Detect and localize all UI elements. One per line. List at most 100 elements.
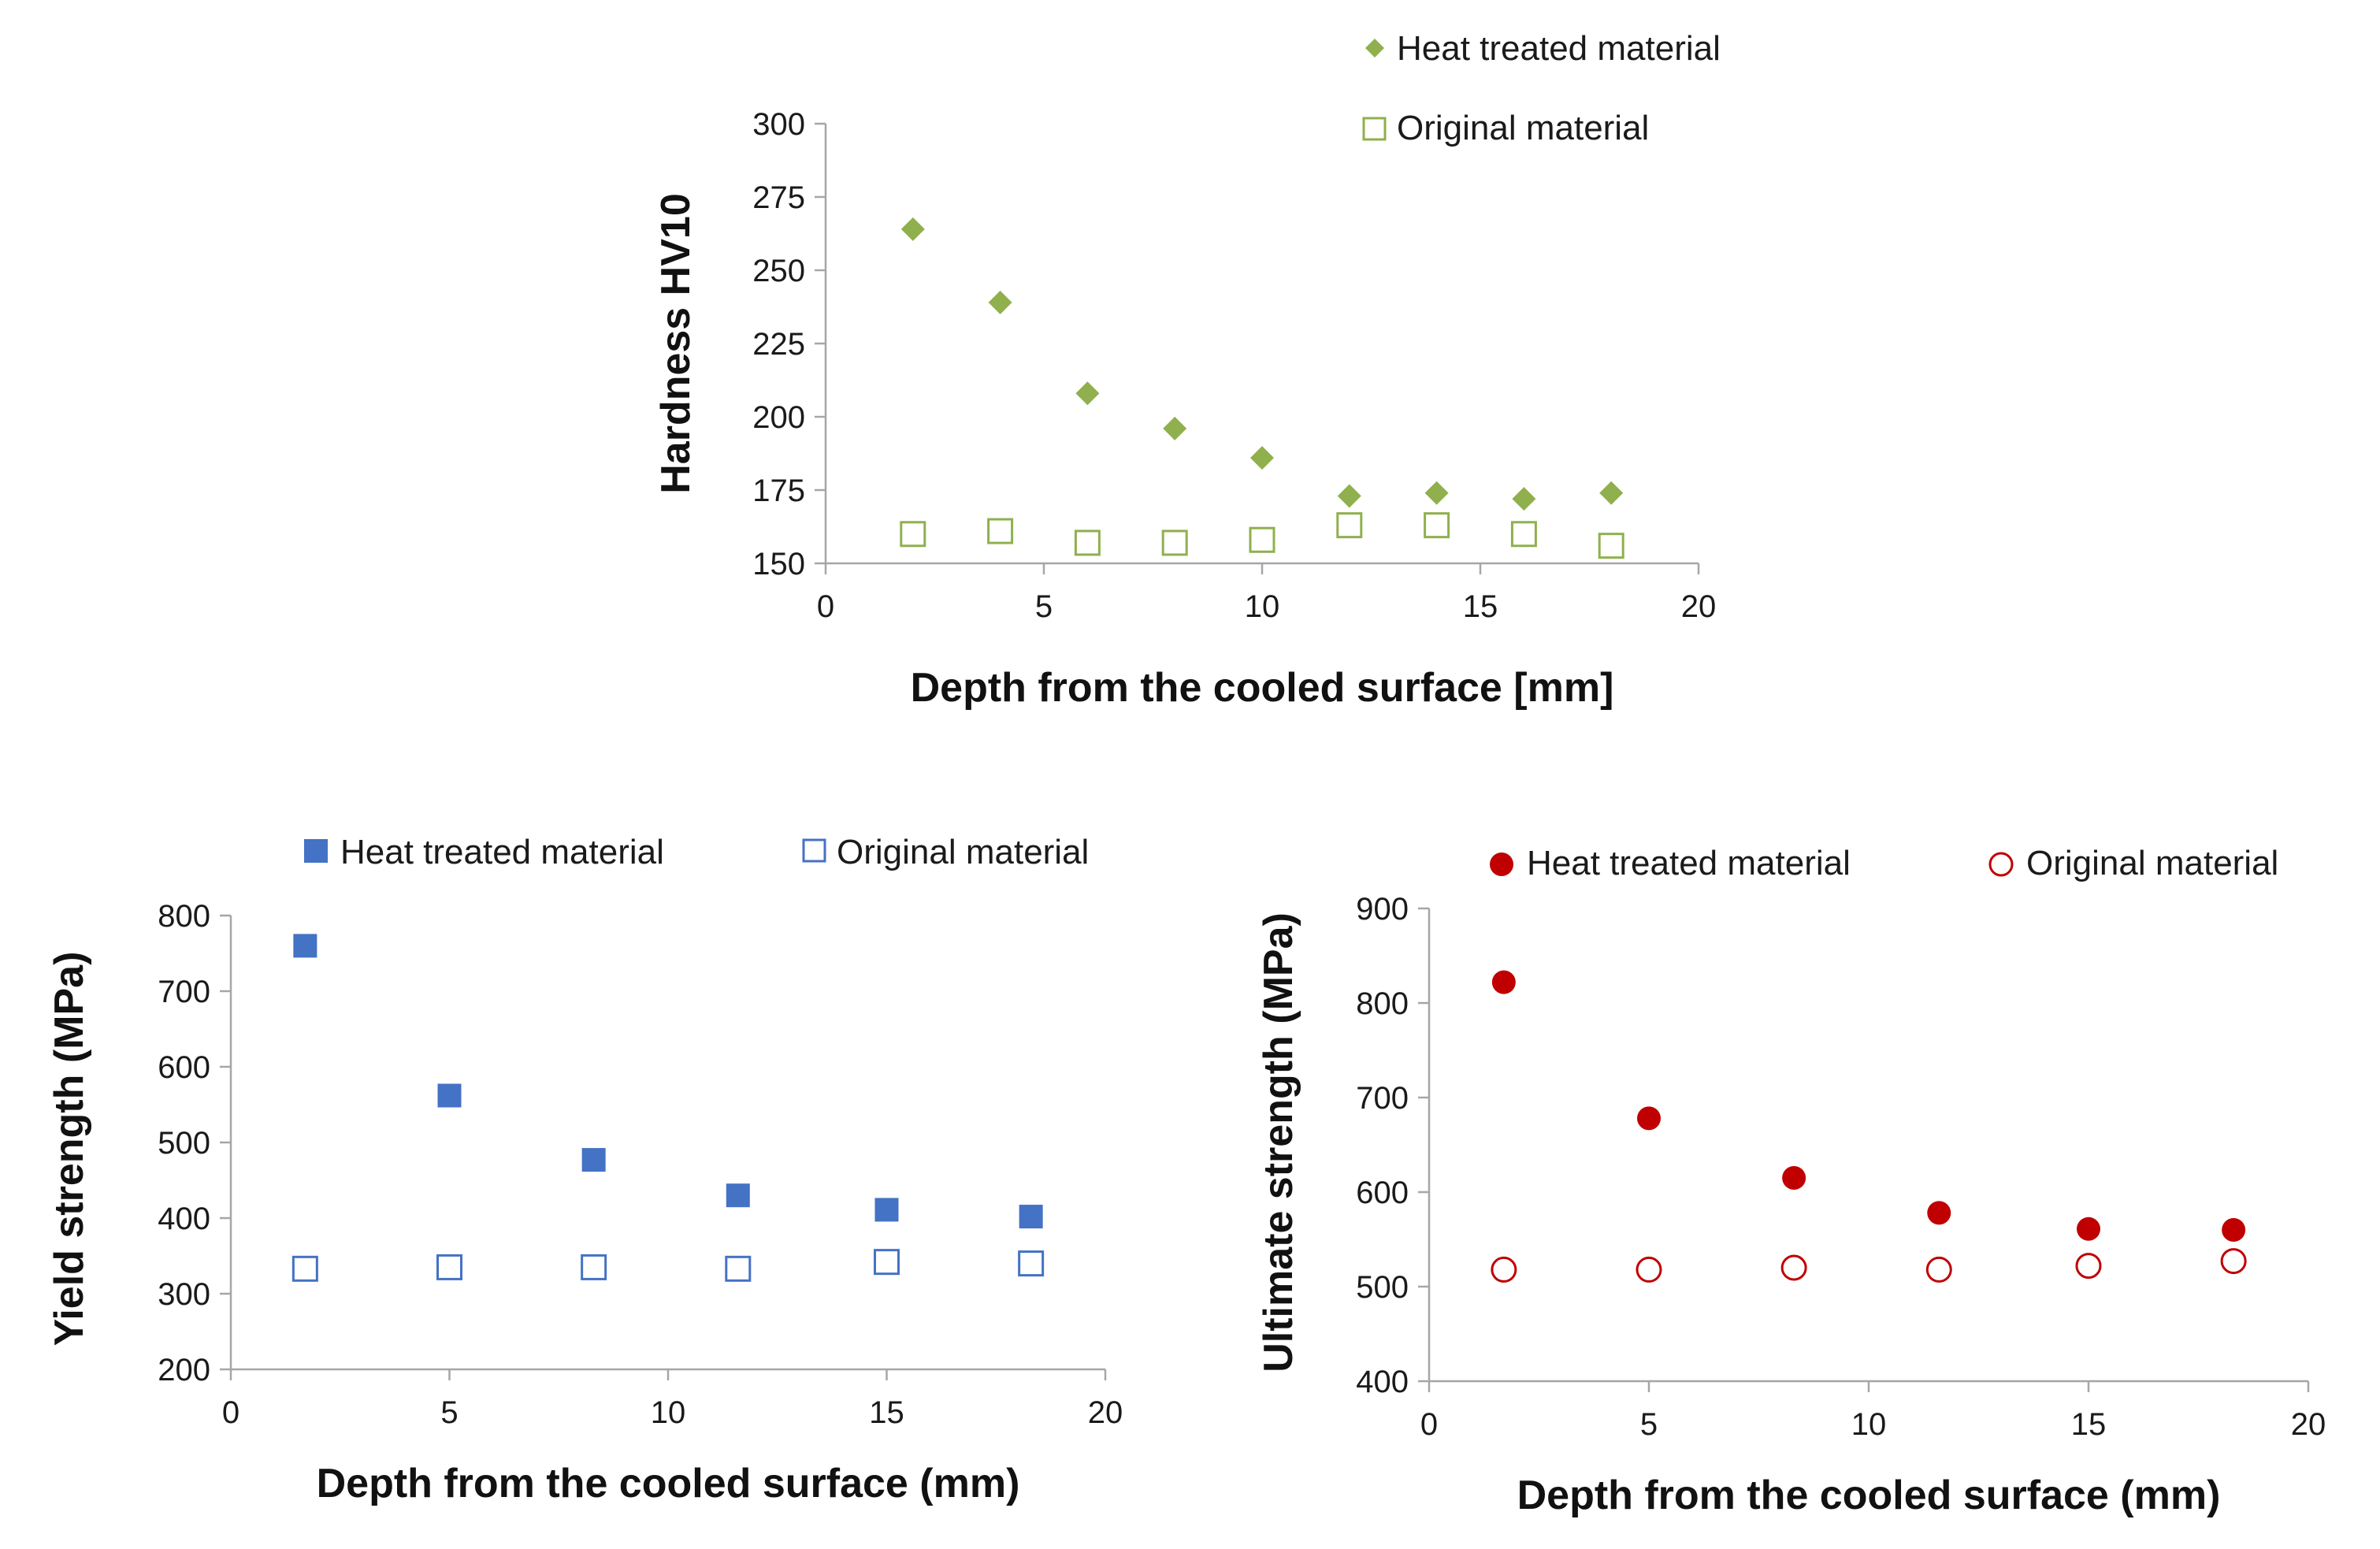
yield-y-tick-label: 600 bbox=[158, 1050, 210, 1085]
yield-y-tick-label: 300 bbox=[158, 1277, 210, 1312]
legend-diamond-icon bbox=[1365, 39, 1384, 58]
yield-point-original bbox=[874, 1249, 900, 1276]
legend-open-square-icon bbox=[802, 838, 826, 863]
ultimate-x-tick-label: 5 bbox=[1640, 1407, 1658, 1442]
ultimate-legend-label-heat-treated: Heat treated material bbox=[1527, 844, 1851, 882]
ultimate-point-original bbox=[2075, 1253, 2102, 1280]
hardness-legend-label-heat-treated: Heat treated material bbox=[1397, 29, 1721, 68]
hardness-y-axis-title: Hardness HV10 bbox=[653, 193, 699, 494]
yield-y-axis-title: Yield strength (MPa) bbox=[46, 952, 92, 1347]
legend-filled-square-icon bbox=[304, 839, 328, 863]
yield-y-tick-label: 200 bbox=[158, 1353, 210, 1387]
hardness-point-original bbox=[1336, 512, 1363, 539]
hardness-legend-item-heat-treated: Heat treated material bbox=[1365, 29, 1721, 68]
yield-point-heat-treated bbox=[293, 934, 317, 958]
ultimate-point-heat-treated bbox=[1927, 1201, 1951, 1225]
ultimate-y-tick-label: 900 bbox=[1356, 892, 1409, 927]
hardness-point-original bbox=[1510, 521, 1537, 548]
ultimate-legend: Heat treated material Original material bbox=[1490, 844, 2278, 882]
hardness-point-original bbox=[987, 518, 1014, 544]
hardness-point-heat-treated bbox=[1337, 484, 1361, 508]
ultimate-point-heat-treated bbox=[2077, 1217, 2100, 1241]
hardness-point-heat-treated bbox=[1424, 481, 1449, 505]
ultimate-strength-chart: 400 500 600 700 800 900 0 5 10 15 20 Depth from t… bbox=[1256, 844, 2326, 1518]
ultimate-legend-item-heat-treated: Heat treated material bbox=[1490, 844, 1851, 882]
yield-point-original bbox=[436, 1254, 462, 1280]
yield-y-ticks: 200 300 400 500 600 700 800 bbox=[158, 899, 231, 1387]
hardness-x-tick-label: 15 bbox=[1463, 589, 1498, 624]
legend-filled-circle-icon bbox=[1490, 853, 1513, 876]
hardness-x-tick-label: 10 bbox=[1245, 589, 1280, 624]
ultimate-y-tick-label: 400 bbox=[1356, 1365, 1409, 1399]
yield-y-tick-label: 700 bbox=[158, 975, 210, 1009]
yield-point-heat-treated bbox=[874, 1198, 899, 1222]
yield-legend-label-heat-treated: Heat treated material bbox=[340, 833, 664, 871]
ultimate-legend-label-original: Original material bbox=[2026, 844, 2278, 882]
yield-x-tick-label: 0 bbox=[222, 1395, 239, 1430]
ultimate-data-points bbox=[1491, 970, 2247, 1283]
hardness-y-ticks: 150 175 200 225 250 275 300 bbox=[752, 107, 826, 581]
ultimate-y-axis-title: Ultimate strength (MPa) bbox=[1256, 912, 1301, 1373]
yield-legend: Heat treated material Original material bbox=[304, 833, 1089, 871]
ultimate-x-tick-label: 15 bbox=[2071, 1407, 2107, 1442]
hardness-point-heat-treated bbox=[1512, 487, 1536, 511]
yield-point-original bbox=[581, 1254, 607, 1280]
hardness-point-heat-treated bbox=[988, 290, 1012, 314]
hardness-point-heat-treated bbox=[900, 217, 925, 241]
yield-point-heat-treated bbox=[581, 1148, 606, 1172]
hardness-y-tick-label: 275 bbox=[752, 180, 805, 215]
ultimate-point-original bbox=[1925, 1256, 1952, 1283]
ultimate-y-tick-label: 700 bbox=[1356, 1081, 1409, 1116]
yield-point-heat-treated bbox=[726, 1183, 750, 1208]
yield-legend-item-original: Original material bbox=[802, 833, 1089, 871]
yield-y-tick-label: 500 bbox=[158, 1126, 210, 1161]
hardness-chart: 150 175 200 225 250 275 300 0 5 10 15 20 Depth fro… bbox=[653, 29, 1721, 711]
yield-x-axis-title: Depth from the cooled surface (mm) bbox=[317, 1461, 1020, 1506]
ultimate-point-heat-treated bbox=[1491, 970, 1516, 994]
ultimate-point-original bbox=[1636, 1256, 1662, 1283]
hardness-x-tick-label: 20 bbox=[1681, 589, 1717, 624]
hardness-point-heat-treated bbox=[1075, 381, 1100, 406]
legend-open-circle-icon bbox=[1988, 852, 2014, 877]
yield-point-heat-treated bbox=[1019, 1205, 1043, 1229]
hardness-point-original bbox=[1161, 529, 1188, 556]
hardness-legend-item-original: Original material bbox=[1362, 109, 1649, 147]
hardness-y-tick-label: 200 bbox=[752, 400, 805, 435]
ultimate-x-axis-title: Depth from the cooled surface (mm) bbox=[1517, 1473, 2221, 1518]
legend-open-square-icon bbox=[1362, 117, 1387, 141]
hardness-point-heat-treated bbox=[1599, 481, 1624, 505]
yield-point-original bbox=[1018, 1250, 1045, 1277]
hardness-y-tick-label: 175 bbox=[752, 474, 805, 508]
ultimate-y-tick-label: 500 bbox=[1356, 1270, 1409, 1305]
hardness-point-original bbox=[900, 521, 926, 548]
yield-y-tick-label: 800 bbox=[158, 899, 210, 934]
ultimate-point-original bbox=[2220, 1248, 2247, 1275]
ultimate-x-tick-label: 20 bbox=[2291, 1407, 2326, 1442]
yield-legend-label-original: Original material bbox=[837, 833, 1089, 871]
ultimate-x-ticks: 0 5 10 15 20 bbox=[1420, 1381, 2326, 1442]
ultimate-point-heat-treated bbox=[2222, 1218, 2246, 1242]
yield-x-ticks: 0 5 10 15 20 bbox=[222, 1369, 1123, 1430]
hardness-data-points bbox=[900, 217, 1624, 559]
ultimate-point-heat-treated bbox=[1782, 1166, 1806, 1190]
yield-x-tick-label: 15 bbox=[869, 1395, 904, 1430]
hardness-legend: Heat treated material Original material bbox=[1362, 29, 1721, 147]
yield-x-tick-label: 20 bbox=[1088, 1395, 1123, 1430]
yield-x-tick-label: 5 bbox=[440, 1395, 458, 1430]
hardness-point-original bbox=[1249, 526, 1275, 553]
yield-point-original bbox=[291, 1255, 318, 1282]
yield-point-original bbox=[725, 1255, 752, 1282]
yield-point-heat-treated bbox=[437, 1083, 462, 1108]
hardness-y-tick-label: 150 bbox=[752, 547, 805, 581]
hardness-x-axis-title: Depth from the cooled surface [mm] bbox=[911, 665, 1614, 711]
ultimate-y-tick-label: 800 bbox=[1356, 986, 1409, 1021]
ultimate-x-tick-label: 10 bbox=[1851, 1407, 1887, 1442]
yield-x-tick-label: 10 bbox=[651, 1395, 686, 1430]
ultimate-x-tick-label: 0 bbox=[1420, 1407, 1438, 1442]
ultimate-point-original bbox=[1491, 1256, 1517, 1283]
ultimate-point-heat-treated bbox=[1637, 1106, 1661, 1131]
ultimate-y-tick-label: 600 bbox=[1356, 1176, 1409, 1210]
hardness-x-ticks: 0 5 10 15 20 bbox=[817, 563, 1716, 624]
yield-y-tick-label: 400 bbox=[158, 1202, 210, 1236]
